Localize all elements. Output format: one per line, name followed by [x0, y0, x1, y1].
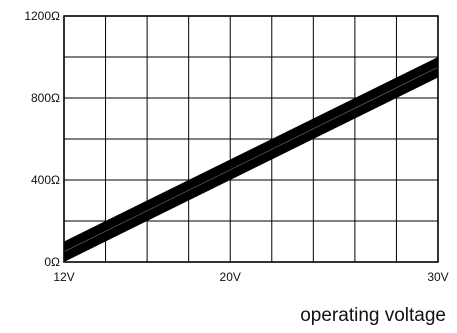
x-axis-ticks: 12V 20V 30V [53, 270, 448, 284]
y-tick-label: 0Ω [44, 255, 60, 269]
x-tick-label: 30V [427, 270, 448, 284]
band-centre-line [63, 66, 439, 253]
x-tick-label: 12V [53, 270, 74, 284]
x-tick-label: 20V [220, 270, 241, 284]
y-tick-label: 800Ω [31, 91, 60, 105]
y-axis-ticks: 0Ω 400Ω 800Ω 1200Ω [24, 9, 60, 269]
x-axis-label: operating voltage [300, 305, 446, 326]
series-band-group [63, 57, 439, 262]
y-tick-label: 1200Ω [24, 9, 60, 23]
y-tick-label: 400Ω [31, 173, 60, 187]
plot-frame [63, 15, 439, 263]
